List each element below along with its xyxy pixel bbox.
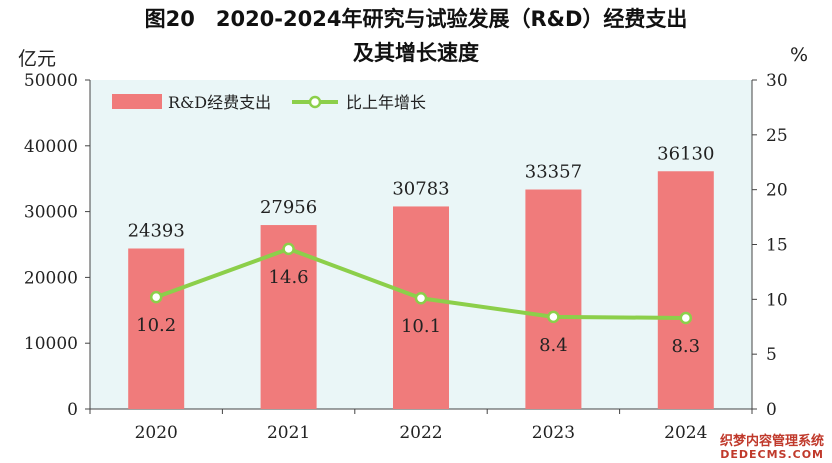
chart-title: 图20 2020-2024年研究与试验发展（R&D）经费支出 [144, 7, 688, 31]
legend-line-label: 比上年增长 [346, 93, 426, 112]
bar-value-label: 36130 [657, 143, 714, 164]
y-right-tick-label: 10 [766, 290, 788, 310]
growth-value-label: 10.1 [401, 316, 441, 337]
y-left-tick-label: 0 [67, 400, 78, 420]
y-left-tick-label: 30000 [24, 203, 78, 223]
growth-value-label: 8.4 [539, 335, 568, 356]
y-right-tick-label: 20 [766, 181, 788, 201]
bar-value-label: 24393 [128, 220, 185, 241]
watermark-logo: 织梦内容管理系统 DEDECMS.COM [720, 434, 824, 461]
y-left-tick-label: 40000 [24, 137, 78, 157]
legend-line-marker [308, 95, 322, 109]
growth-value-label: 14.6 [269, 267, 309, 288]
bar [657, 171, 714, 409]
growth-point [679, 311, 693, 325]
y-left-tick-label: 20000 [24, 268, 78, 288]
y-right-tick-label: 15 [766, 236, 788, 256]
growth-value-label: 8.3 [671, 336, 700, 357]
legend-bar-label: R&D经费支出 [168, 93, 271, 112]
bar-value-label: 27956 [260, 197, 317, 218]
growth-value-label: 10.2 [136, 315, 176, 336]
growth-point [414, 291, 428, 305]
bar [128, 248, 185, 409]
growth-point [547, 310, 560, 324]
y-right-tick-label: 30 [766, 71, 788, 91]
watermark-line-1: 织梦内容管理系统 [719, 434, 824, 449]
x-tick-label: 2024 [664, 423, 707, 443]
right-axis-unit: % [790, 44, 809, 66]
x-tick-label: 2021 [267, 423, 310, 443]
x-tick-label: 2023 [532, 423, 575, 443]
y-right-tick-label: 25 [766, 126, 788, 146]
bar-value-label: 33357 [525, 162, 582, 183]
x-tick-label: 2022 [399, 423, 442, 443]
growth-point [282, 242, 295, 256]
bar [525, 189, 582, 409]
y-right-tick-label: 0 [766, 400, 777, 420]
legend-bar-swatch [112, 94, 162, 109]
bar [393, 206, 449, 409]
y-left-tick-label: 10000 [24, 334, 78, 354]
y-left-tick-label: 50000 [24, 71, 78, 91]
chart-subtitle: 及其增长速度 [353, 41, 479, 65]
left-axis-unit: 亿元 [18, 48, 57, 70]
x-tick-label: 2020 [135, 423, 178, 443]
bar-value-label: 30783 [392, 178, 449, 199]
watermark-line-2: DEDECMS.COM [720, 448, 824, 461]
y-right-tick-label: 5 [766, 345, 777, 365]
growth-point [149, 290, 163, 304]
